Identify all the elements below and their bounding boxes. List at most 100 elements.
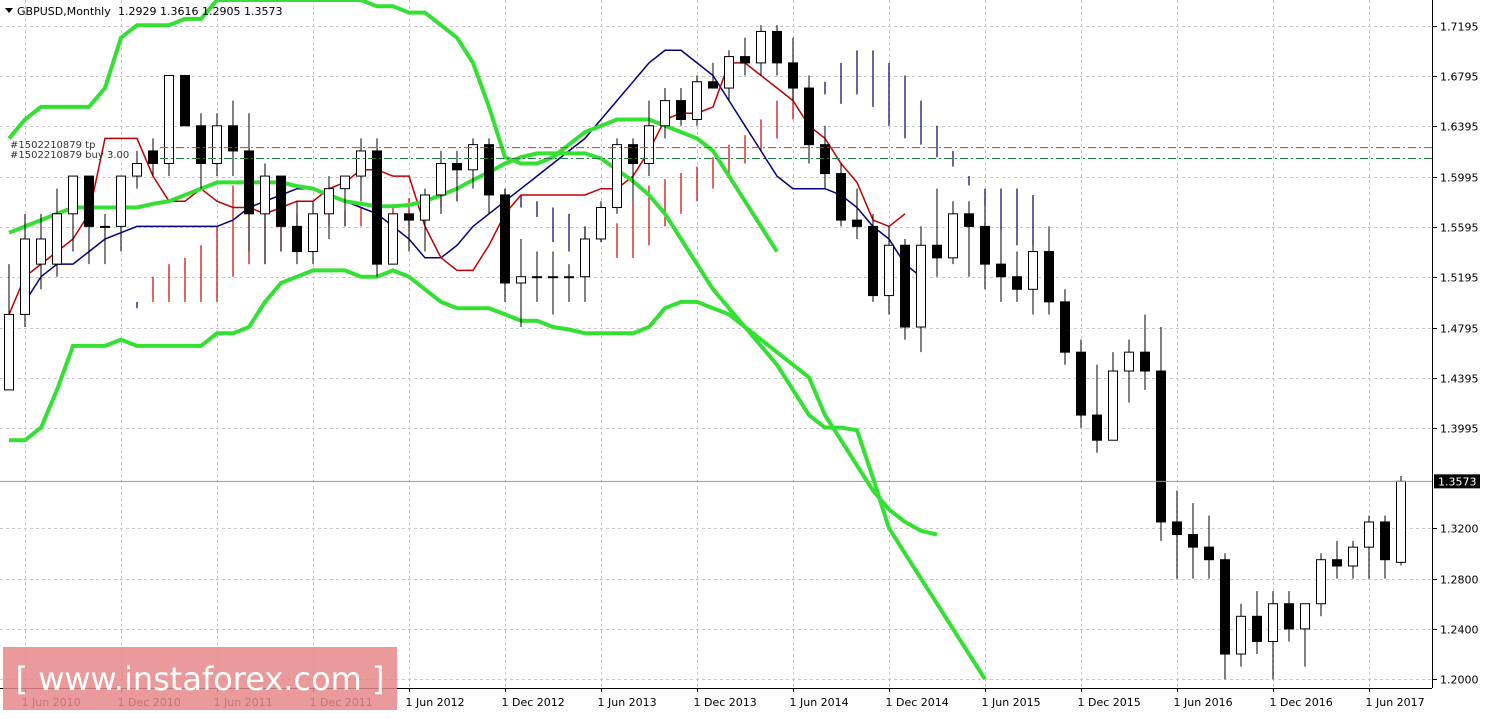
candle-body-bull xyxy=(68,175,78,215)
candle-body-bear xyxy=(1172,521,1182,536)
candle-body-bull xyxy=(1364,521,1374,548)
candle-body-bear xyxy=(84,175,94,227)
candle-body-bear xyxy=(1332,559,1342,567)
candle xyxy=(788,37,798,101)
candle-body-bull xyxy=(324,188,334,215)
tenkan-line xyxy=(8,62,906,315)
candle-body-bear xyxy=(1284,603,1294,630)
candle-body-bull xyxy=(1108,370,1118,441)
candle-body-bear xyxy=(244,150,254,215)
candle xyxy=(948,201,958,265)
candle xyxy=(196,113,206,189)
candle xyxy=(20,213,30,328)
watermark: [ www.instaforex.com ] xyxy=(3,647,397,710)
candle xyxy=(1108,352,1118,441)
candle-body-bear xyxy=(1012,276,1022,290)
y-tick-label: 1.3995 xyxy=(1440,423,1479,436)
candle xyxy=(1124,339,1134,403)
candle xyxy=(644,100,654,177)
candle xyxy=(932,188,942,277)
candle xyxy=(468,138,478,189)
candle xyxy=(660,88,670,139)
candle-body-bear xyxy=(1044,251,1054,303)
candle xyxy=(900,238,910,340)
candle xyxy=(100,213,110,265)
candle-body-bear xyxy=(1060,301,1070,353)
x-tick-label: 1 Jun 2014 xyxy=(790,696,849,709)
candle-body-bear xyxy=(1220,559,1230,655)
candle-body-bear xyxy=(676,100,686,120)
y-tick-label: 1.2800 xyxy=(1440,574,1479,587)
candle-body-bull xyxy=(132,163,142,177)
candle-body-bull xyxy=(260,175,270,215)
candle xyxy=(148,138,158,177)
candle-body-bear xyxy=(1156,370,1166,523)
candle xyxy=(548,251,558,315)
y-tick-label: 1.7195 xyxy=(1440,21,1479,34)
candle xyxy=(1396,475,1406,566)
candle-body-bull xyxy=(692,81,702,120)
candle xyxy=(1188,503,1198,579)
candle xyxy=(1172,490,1182,579)
candle-body-bear xyxy=(868,225,878,297)
y-tick-label: 1.4795 xyxy=(1440,323,1479,336)
x-tick-label: 1 Jun 2012 xyxy=(406,696,465,709)
candle xyxy=(1364,515,1374,579)
candle xyxy=(1284,591,1294,642)
candle-body-bear xyxy=(788,62,798,89)
candle-body-bear xyxy=(1092,414,1102,441)
candle xyxy=(852,188,862,239)
candle xyxy=(724,50,734,101)
candle-body-bear xyxy=(932,244,942,259)
candle-body-bear xyxy=(836,173,846,221)
x-tick-label: 1 Jun 2013 xyxy=(598,696,657,709)
candle-body-bull xyxy=(1124,351,1134,372)
candle-body-bull xyxy=(1300,603,1310,630)
current-price-label: 1.3573 xyxy=(1438,475,1477,488)
candle-body-bull xyxy=(388,213,398,265)
candle xyxy=(68,175,78,252)
candle xyxy=(1092,364,1102,453)
candle-body-bull xyxy=(724,56,734,89)
candle xyxy=(484,138,494,214)
grid xyxy=(0,0,1432,688)
candle-body-bear xyxy=(772,30,782,64)
candle-body-bull xyxy=(52,213,62,265)
candle xyxy=(1316,553,1326,617)
candle xyxy=(116,175,126,252)
y-tick-label: 1.6795 xyxy=(1440,71,1479,84)
candle-body-bear xyxy=(1252,615,1262,642)
candle-body-bull xyxy=(884,244,894,297)
candle-body-bull xyxy=(1028,251,1038,290)
candle-body-bull xyxy=(212,125,222,165)
x-tick-label: 1 Jun 2015 xyxy=(982,696,1041,709)
dropdown-triangle-icon[interactable] xyxy=(5,8,13,13)
candle xyxy=(676,88,686,126)
candle xyxy=(740,37,750,76)
candle-body-bear xyxy=(196,125,206,165)
candle-body-bull xyxy=(420,194,430,221)
y-tick-label: 1.2000 xyxy=(1440,674,1479,687)
candle xyxy=(324,176,334,239)
candle xyxy=(276,175,286,252)
candle xyxy=(884,226,894,315)
candle-body-bear xyxy=(1204,546,1214,561)
x-tick-label: 1 Dec 2016 xyxy=(1270,696,1333,709)
candle xyxy=(1348,540,1358,579)
x-tick-label: 1 Jun 2017 xyxy=(1366,696,1425,709)
candle xyxy=(820,125,830,189)
candles xyxy=(4,25,1406,680)
candle-body-bear xyxy=(1140,351,1150,372)
candle xyxy=(260,163,270,265)
candle-body-bear xyxy=(996,263,1006,278)
kijun-line xyxy=(24,49,922,303)
candle-body-bear xyxy=(820,144,830,175)
candle xyxy=(756,25,766,76)
candle-body-bear xyxy=(964,213,974,227)
candle-body-bear xyxy=(628,144,638,165)
candle-body-bull xyxy=(1348,546,1358,567)
candle xyxy=(596,201,606,240)
candle-body-bear xyxy=(900,244,910,328)
